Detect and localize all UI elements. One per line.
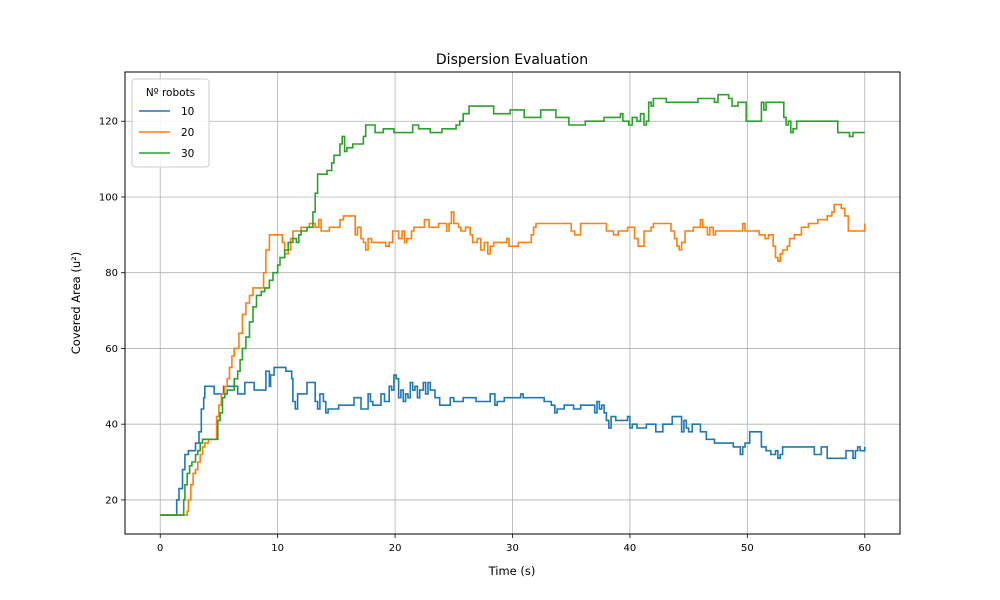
chart-title: Dispersion Evaluation bbox=[436, 52, 588, 68]
x-tick-label: 20 bbox=[389, 543, 402, 554]
y-tick-label: 100 bbox=[99, 192, 118, 203]
x-tick-label: 50 bbox=[741, 543, 754, 554]
x-axis-label: Time (s) bbox=[488, 564, 536, 578]
axis-ticks: 0 10 20 30 40 50 60 20 40 60 80 100 120 bbox=[99, 117, 871, 554]
series-line-30 bbox=[160, 93, 865, 516]
legend-title: Nº robots bbox=[146, 87, 195, 99]
y-tick-label: 20 bbox=[105, 495, 118, 506]
series-line-10 bbox=[160, 366, 866, 516]
y-tick-label: 40 bbox=[105, 420, 118, 431]
series-layer bbox=[160, 93, 866, 516]
legend-label-30: 30 bbox=[181, 148, 194, 160]
legend: Nº robots 10 20 30 bbox=[131, 78, 210, 168]
grid bbox=[125, 72, 900, 534]
x-tick-label: 40 bbox=[624, 543, 637, 554]
legend-label-20: 20 bbox=[181, 127, 194, 139]
y-axis-label: Covered Area (u²) bbox=[69, 252, 83, 354]
x-tick-label: 0 bbox=[157, 543, 163, 554]
series-line-20 bbox=[160, 203, 866, 516]
x-tick-label: 30 bbox=[506, 543, 519, 554]
legend-label-10: 10 bbox=[181, 106, 194, 118]
y-tick-label: 80 bbox=[105, 268, 118, 279]
x-tick-label: 60 bbox=[858, 543, 871, 554]
y-tick-label: 120 bbox=[99, 117, 118, 128]
y-tick-label: 60 bbox=[105, 344, 118, 355]
legend-box bbox=[131, 78, 210, 168]
x-tick-label: 10 bbox=[271, 543, 284, 554]
